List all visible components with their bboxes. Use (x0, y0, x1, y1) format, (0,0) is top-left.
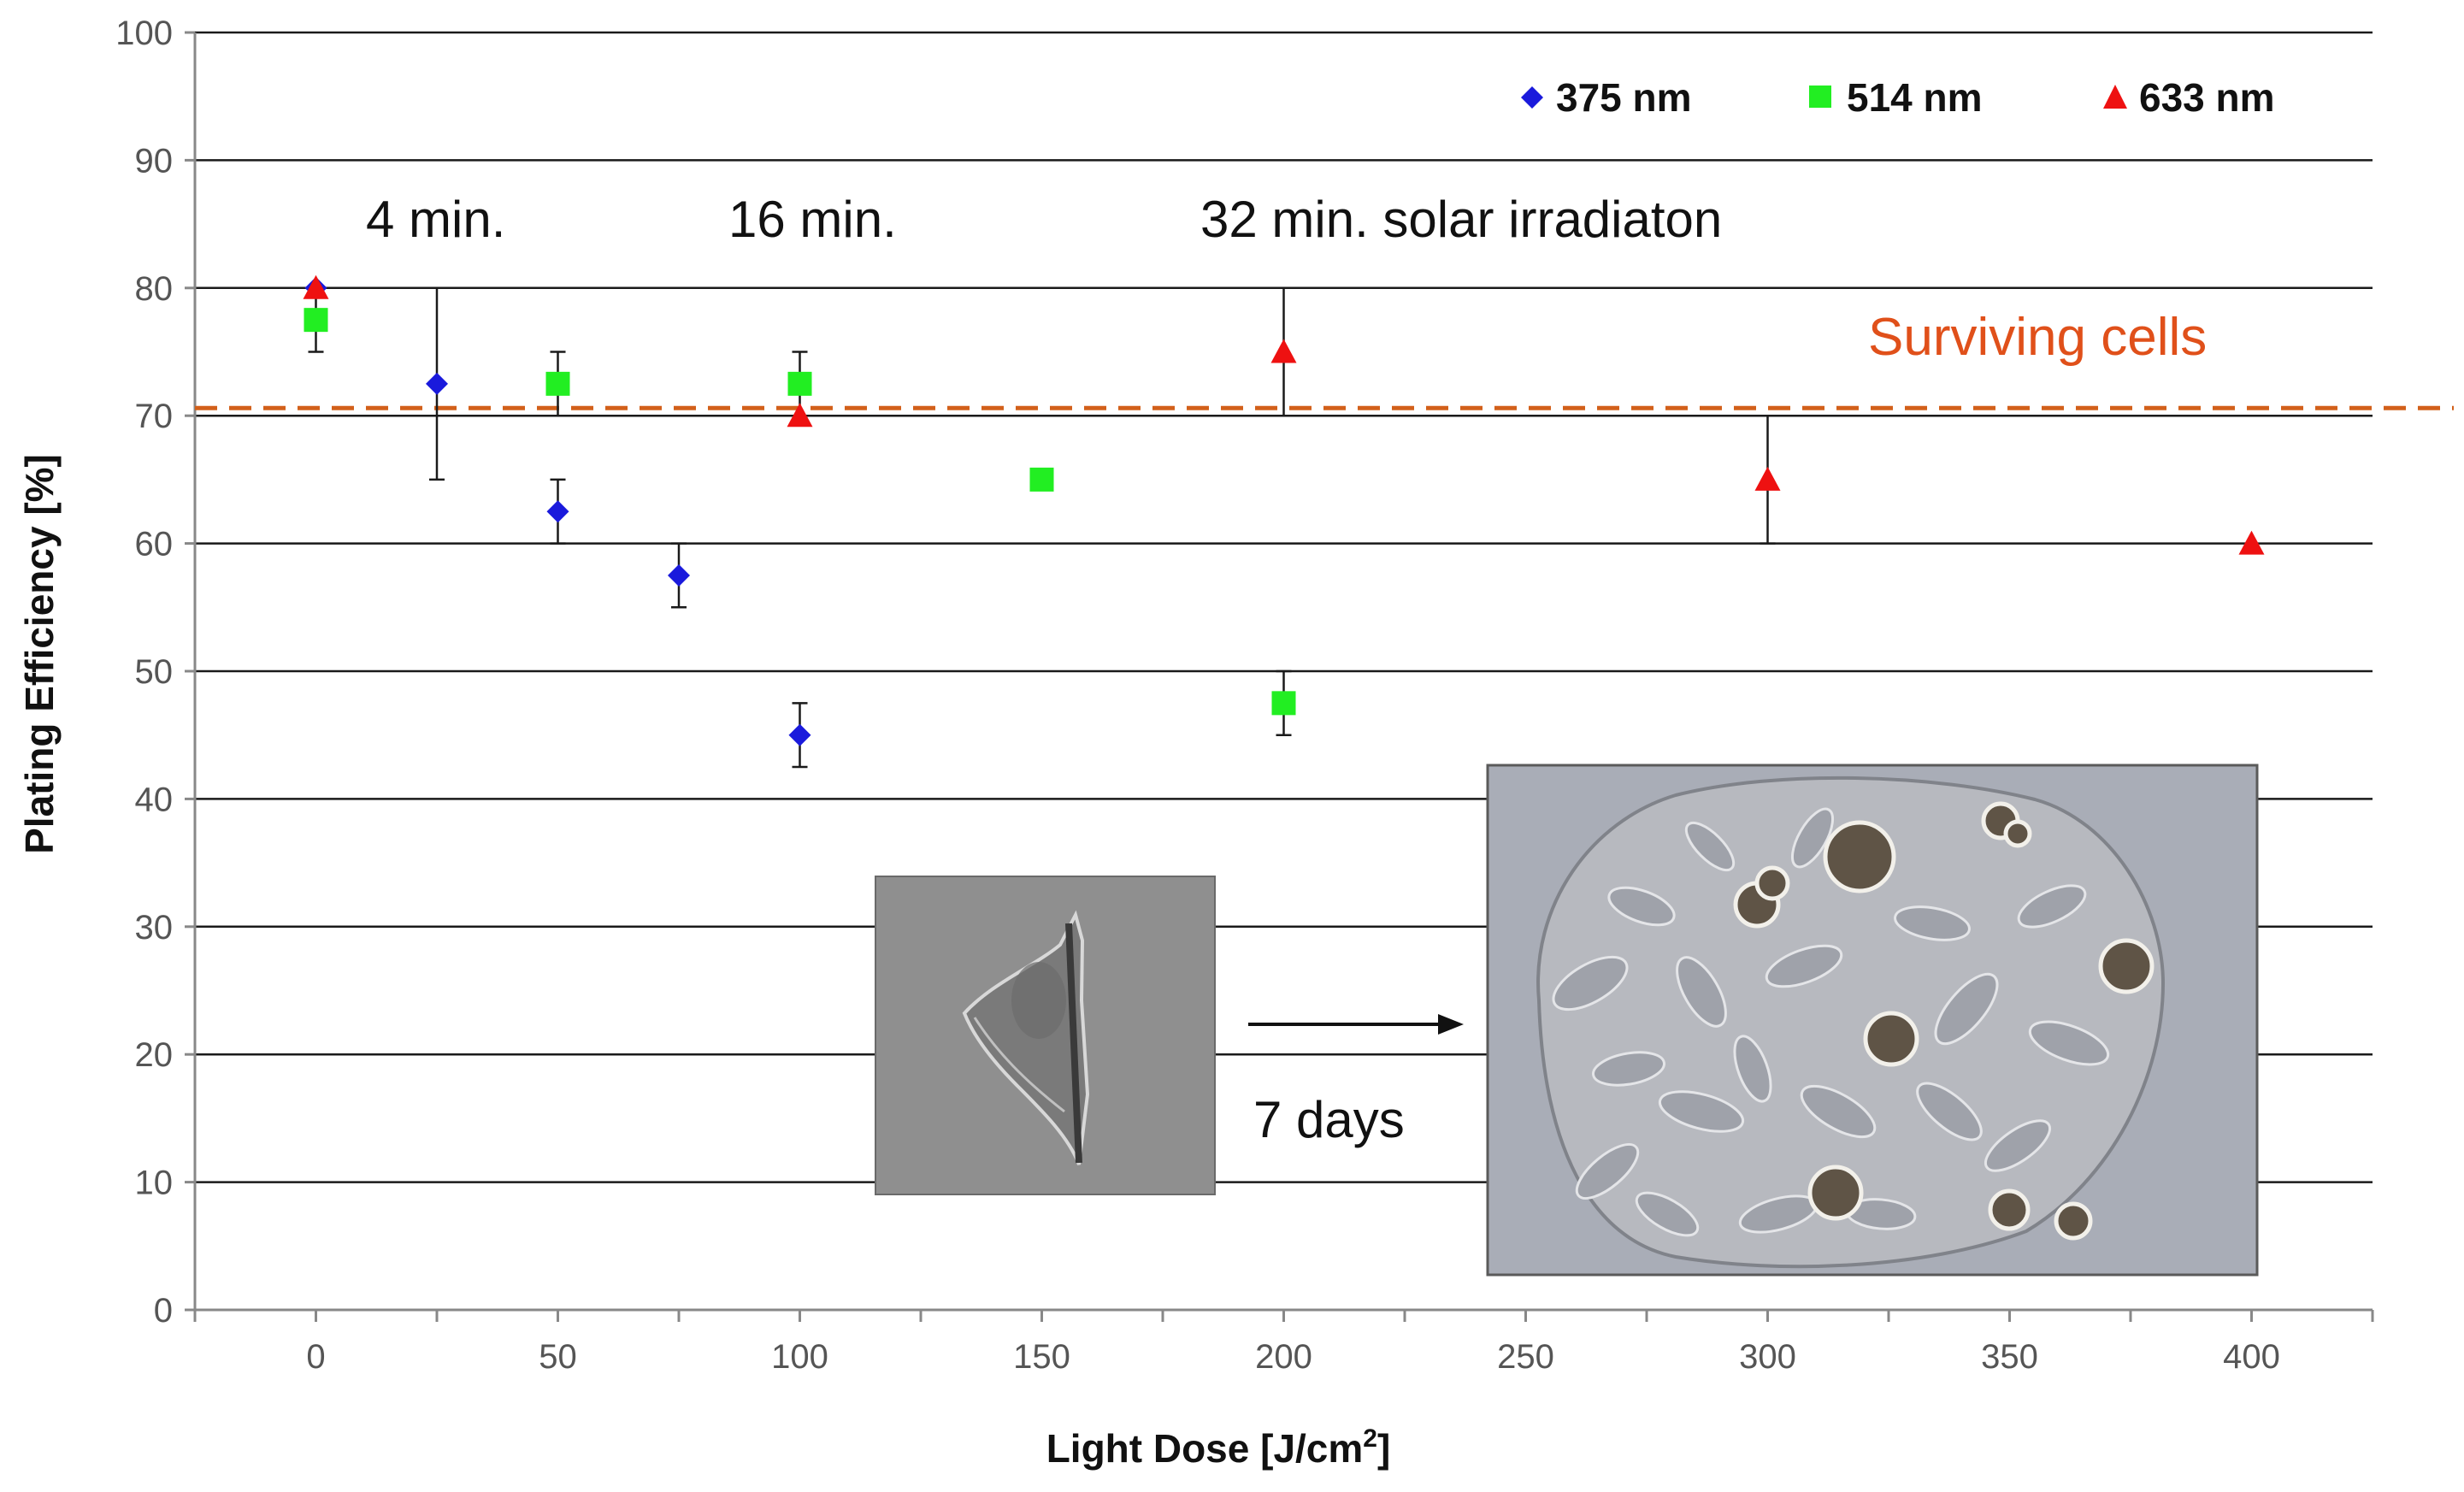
y-tick-label-70: 70 (135, 398, 174, 435)
colony-cell-19 (1684, 821, 1736, 872)
arrow (1248, 1014, 1464, 1035)
colony-cell-8 (1800, 1084, 1877, 1139)
axes (185, 31, 2374, 1322)
y-tick-label-10: 10 (135, 1165, 174, 1202)
y-tick-label-90: 90 (135, 142, 174, 180)
colony-cell-4 (1658, 1090, 1745, 1133)
legend-marker-633 (2103, 85, 2127, 109)
y-tick-labels: 0 10 20 30 40 50 60 70 80 90 100 (115, 15, 173, 1330)
x-axis-title-end: ] (1377, 1426, 1390, 1471)
error-bars (308, 286, 1776, 769)
x-tick-label-350: 350 (1981, 1338, 2038, 1376)
y-axis-title: Plating Efficiency [%] (17, 454, 62, 854)
x-tick-label-50: 50 (539, 1338, 577, 1376)
point-633-nm-3 (1754, 466, 1781, 491)
colony-cell-18 (1790, 807, 1835, 869)
y-tick-label-50: 50 (135, 653, 174, 691)
cell-colony-micrograph (1486, 764, 2259, 1277)
annotation-32-min: 32 min. solar irradiaton (1200, 191, 1722, 248)
x-tick-label-200: 200 (1255, 1338, 1312, 1376)
colony-cell-17 (1635, 1191, 1700, 1237)
colony-cell-1 (1607, 886, 1676, 927)
y-tick-label-30: 30 (135, 909, 174, 947)
colony-cell-11 (1916, 1082, 1983, 1141)
point-514-nm-1 (545, 371, 570, 396)
days-annotation: 7 days (1253, 1091, 1405, 1148)
point-633-nm-0 (303, 274, 329, 299)
colony-cells (1552, 807, 2110, 1237)
x-tick-label-150: 150 (1013, 1338, 1070, 1376)
colony-cell-5 (1575, 1143, 1640, 1200)
legend-marker-514 (1809, 86, 1831, 108)
colony-cell-2 (1676, 956, 1727, 1028)
y-tick-label-20: 20 (135, 1036, 174, 1074)
x-tick-label-100: 100 (771, 1338, 828, 1376)
y-tick-label-40: 40 (135, 781, 174, 818)
annotation-4-min: 4 min. (366, 191, 505, 248)
point-375-nm-1 (426, 372, 448, 395)
annotation-16-min: 16 min. (728, 191, 897, 248)
colony-cell-9 (1894, 905, 1971, 941)
colony-cell-3 (1592, 1051, 1665, 1087)
point-514-nm-0 (304, 308, 328, 333)
point-514-nm-4 (1271, 691, 1296, 716)
x-axis-title: Light Dose [J/cm2] (1046, 1424, 1391, 1471)
data-points (303, 274, 2265, 746)
x-tick-label-400: 400 (2223, 1338, 2280, 1376)
legend-label-633: 633 nm (2139, 75, 2275, 120)
colony-cell-7 (1765, 944, 1843, 988)
single-cell-micrograph (875, 876, 1216, 1195)
x-tick-label-0: 0 (306, 1338, 325, 1376)
colony-cell-14 (1984, 1119, 2051, 1172)
x-tick-label-250: 250 (1497, 1338, 1554, 1376)
y-tick-label-100: 100 (115, 15, 173, 52)
x-axis-title-sup: 2 (1363, 1424, 1377, 1453)
y-tick-label-60: 60 (135, 526, 174, 563)
y-tick-label-0: 0 (154, 1292, 173, 1330)
colony-cell-0 (1552, 955, 1629, 1011)
point-633-nm-4 (2238, 530, 2265, 555)
point-633-nm-1 (787, 403, 813, 428)
point-375-nm-4 (788, 723, 811, 746)
legend-marker-375 (1521, 86, 1543, 109)
legend-label-514: 514 nm (1847, 75, 1983, 120)
colony-cell-6 (1733, 1035, 1772, 1103)
colony-cell-13 (2028, 1020, 2110, 1066)
x-axis-title-main: Light Dose [J/cm (1046, 1426, 1364, 1471)
x-tick-label-300: 300 (1739, 1338, 1796, 1376)
point-514-nm-2 (787, 371, 812, 396)
surviving-cells-label: Surviving cells (1868, 308, 2207, 367)
colony-cell-10 (1934, 972, 1999, 1046)
colony-cell-12 (2017, 884, 2087, 929)
point-633-nm-2 (1270, 339, 1297, 363)
point-514-nm-3 (1029, 467, 1054, 492)
legend-label-375: 375 nm (1556, 75, 1692, 120)
legend: 375 nm 514 nm 633 nm (1521, 75, 2275, 120)
point-375-nm-3 (668, 563, 690, 587)
y-tick-label-80: 80 (135, 270, 174, 308)
point-375-nm-2 (546, 500, 569, 523)
x-tick-labels: 0 50 100 150 200 250 300 350 400 (306, 1338, 2280, 1376)
